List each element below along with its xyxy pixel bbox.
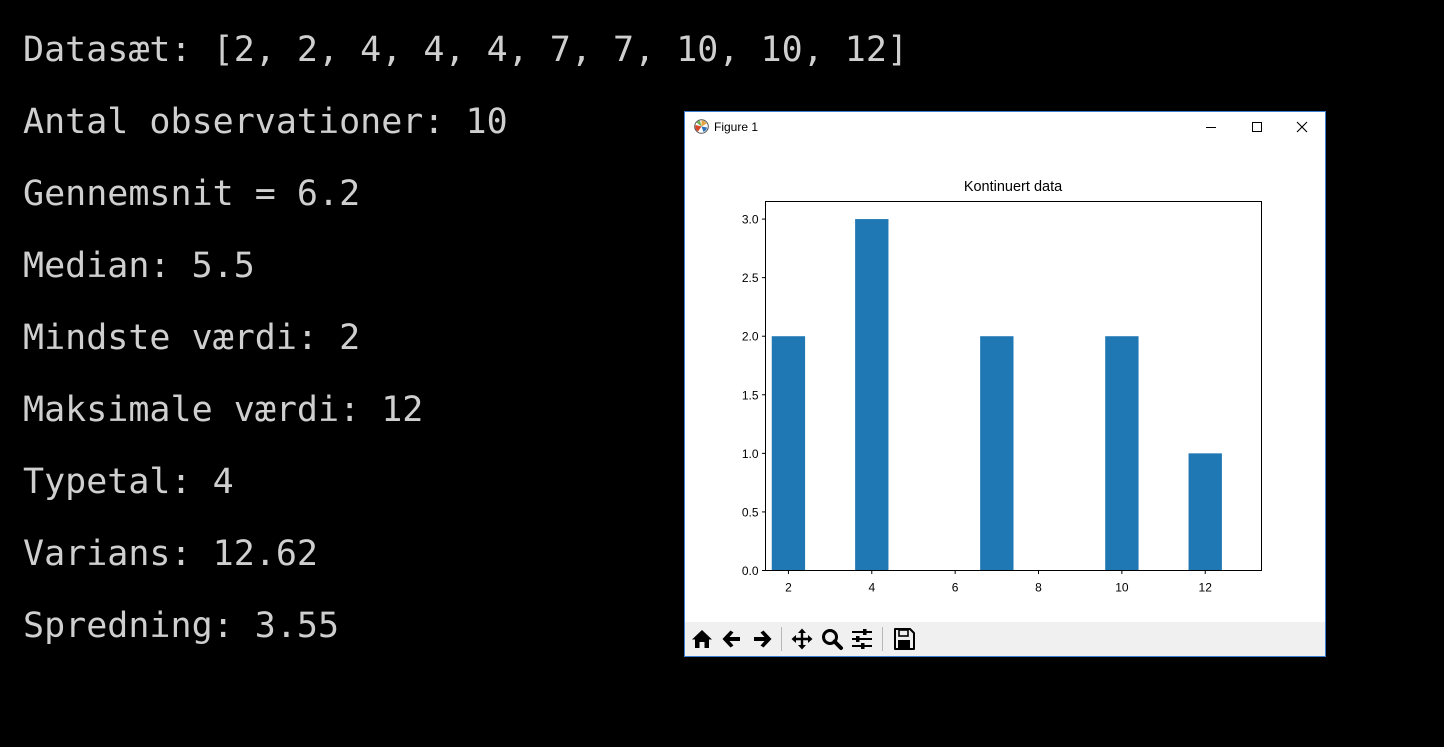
- y-tick-label: 2.0: [742, 330, 759, 344]
- close-button[interactable]: [1279, 112, 1325, 142]
- console-line-mode: Typetal: 4: [23, 462, 234, 502]
- console-line-count: Antal observationer: 10: [23, 102, 508, 142]
- console-line-variance: Varians: 12.62: [23, 534, 319, 574]
- console-line-dataset: Datasæt: [2, 2, 4, 4, 4, 7, 7, 10, 10, 1…: [23, 30, 909, 70]
- plot-frame: [765, 201, 1262, 571]
- pan-button[interactable]: [788, 625, 816, 653]
- y-tick-label: 1.5: [742, 388, 759, 402]
- bar-x-4: [855, 219, 889, 571]
- console-line-min: Mindste værdi: 2: [23, 318, 361, 358]
- x-tick-label: 10: [1115, 581, 1129, 595]
- maximize-icon: [1252, 122, 1262, 132]
- y-tick-label: 0.0: [742, 564, 759, 578]
- bar-x-2: [771, 336, 806, 571]
- console-line-stddev: Spredning: 3.55: [23, 606, 340, 646]
- bars-group: [771, 219, 1222, 571]
- y-axis-ticks: 0.0 0.5 1.0 1.5 2.0 2.5 3.0: [742, 213, 766, 578]
- bar-x-12: [1188, 453, 1222, 571]
- maximize-button[interactable]: [1234, 112, 1280, 142]
- configure-subplots-button[interactable]: [848, 625, 876, 653]
- back-arrow-icon: [722, 630, 740, 648]
- back-button[interactable]: [718, 625, 746, 653]
- y-tick-label: 2.5: [742, 271, 759, 285]
- forward-arrow-icon: [754, 630, 772, 648]
- x-tick-label: 2: [785, 581, 792, 595]
- zoom-button[interactable]: [818, 625, 846, 653]
- bar-x-10: [1105, 336, 1139, 571]
- forward-button[interactable]: [748, 625, 776, 653]
- x-tick-label: 12: [1199, 581, 1213, 595]
- x-tick-label: 4: [868, 581, 875, 595]
- console-line-max: Maksimale værdi: 12: [23, 390, 424, 430]
- zoom-icon: [822, 629, 843, 650]
- y-tick-label: 3.0: [742, 213, 759, 227]
- console-line-mean: Gennemsnit = 6.2: [23, 174, 361, 214]
- figure-window[interactable]: Figure 1 Kontinuert data 2 4 6 8 10 12 0.0 0.5…: [684, 111, 1326, 657]
- x-tick-label: 6: [952, 581, 959, 595]
- matplotlib-icon: [694, 119, 709, 134]
- bar-x-7: [980, 336, 1014, 571]
- save-button[interactable]: [890, 625, 918, 653]
- chart-canvas[interactable]: Kontinuert data 2 4 6 8 10 12 0.0 0.5 1.0 1.5 2.0…: [685, 142, 1325, 622]
- console-line-median: Median: 5.5: [23, 246, 255, 286]
- pan-icon: [791, 628, 813, 650]
- x-axis-ticks: 2 4 6 8 10 12: [785, 570, 1213, 595]
- window-title: Figure 1: [714, 120, 759, 134]
- minimize-icon: [1206, 127, 1216, 128]
- window-titlebar[interactable]: Figure 1: [685, 112, 1325, 142]
- y-tick-label: 0.5: [742, 505, 759, 519]
- home-icon: [692, 630, 712, 648]
- configure-subplots-icon: [852, 629, 872, 649]
- navigation-toolbar: [685, 622, 1325, 656]
- x-tick-label: 8: [1035, 581, 1042, 595]
- toolbar-separator: [882, 627, 883, 651]
- toolbar-separator: [781, 627, 782, 651]
- y-tick-label: 1.0: [742, 447, 759, 461]
- chart-title: Kontinuert data: [964, 179, 1063, 195]
- home-button[interactable]: [688, 625, 716, 653]
- minimize-button[interactable]: [1188, 112, 1234, 142]
- save-icon: [894, 628, 915, 650]
- close-icon: [1296, 121, 1308, 133]
